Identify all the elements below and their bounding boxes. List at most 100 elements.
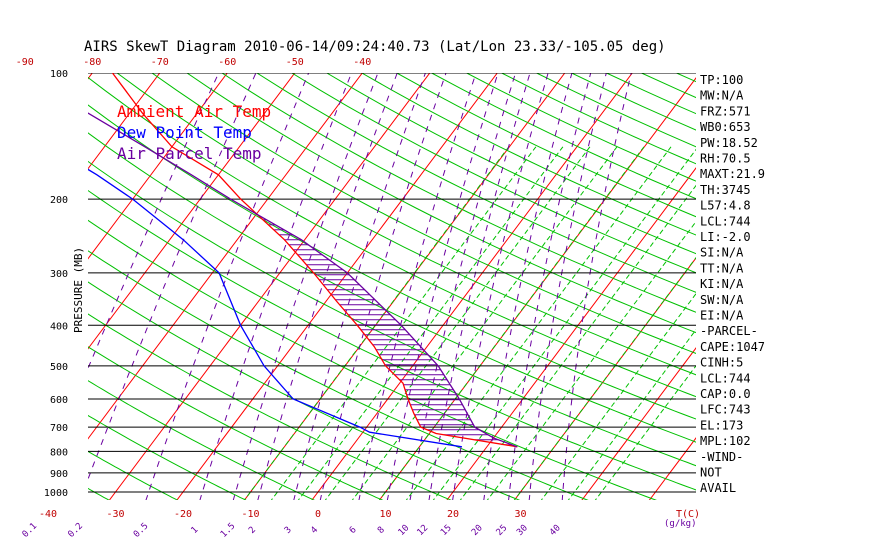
bottom-temp-tick-label: 10 bbox=[379, 509, 391, 520]
mixing-ratio-line bbox=[483, 73, 573, 500]
dry-adiabat-line bbox=[325, 73, 696, 255]
moist-adiabat-line bbox=[351, 146, 618, 500]
stability-index: SW:N/A bbox=[700, 293, 744, 307]
y-axis-label: PRESSURE (MB) bbox=[72, 247, 85, 333]
bottom-temp-tick-label: -10 bbox=[241, 509, 259, 520]
isotherm-line bbox=[446, 167, 696, 500]
moist-adiabat-group bbox=[243, 146, 696, 500]
moist-adiabat-line bbox=[567, 328, 696, 500]
dry-adiabat-line bbox=[116, 73, 696, 376]
mixing-ratio-tick-label: 6 bbox=[348, 525, 359, 536]
bottom-temp-unit: T(C) bbox=[676, 509, 700, 520]
moist-adiabat-line bbox=[297, 146, 564, 500]
moist-adiabat-line bbox=[594, 365, 696, 500]
stability-index: WB0:653 bbox=[700, 120, 751, 134]
isotherm-line bbox=[176, 73, 498, 500]
stability-index: CINH:5 bbox=[700, 356, 743, 370]
moist-adiabat-line bbox=[405, 146, 672, 500]
bottom-temp-tick-label: -40 bbox=[39, 509, 57, 520]
mixing-ratio-tick-label: 0.1 bbox=[21, 521, 40, 540]
stability-index: MAXT:21.9 bbox=[700, 167, 765, 181]
chart-title: AIRS SkewT Diagram 2010-06-14/09:24:40.7… bbox=[84, 39, 666, 55]
moist-adiabat-line bbox=[486, 220, 696, 500]
stability-index: -WIND- bbox=[700, 450, 743, 464]
stability-index: EI:N/A bbox=[700, 309, 744, 323]
top-temp-tick-label: -50 bbox=[286, 57, 304, 68]
mixing-ratio-line bbox=[508, 73, 592, 500]
cape-hatch-group bbox=[257, 214, 512, 446]
isotherm-line bbox=[311, 73, 633, 500]
stability-index: LCL:744 bbox=[700, 371, 751, 385]
moist-adiabat-line bbox=[378, 146, 645, 500]
mixing-ratio-tick-label: 12 bbox=[416, 523, 431, 538]
top-temp-tick-label: -80 bbox=[83, 57, 101, 68]
dry-adiabat-line bbox=[88, 132, 696, 443]
mixing-ratio-tick-label: 2 bbox=[247, 525, 258, 536]
stability-index: KI:N/A bbox=[700, 277, 744, 291]
bottom-temp-tick-label: -20 bbox=[174, 509, 192, 520]
stability-index: LFC:743 bbox=[700, 403, 751, 417]
stability-index: -PARCEL- bbox=[700, 324, 758, 338]
dry-adiabat-line bbox=[88, 380, 315, 500]
mixing-ratio-tick-label: 0.5 bbox=[132, 521, 151, 540]
moist-adiabat-line bbox=[270, 146, 537, 500]
mixing-ratio-tick-label: 1 bbox=[190, 525, 201, 536]
moist-adiabat-line bbox=[324, 146, 591, 500]
stability-index: CAPE:1047 bbox=[700, 340, 765, 354]
isotherm-line bbox=[0, 54, 39, 501]
mixing-ratio-unit: (g/kg) bbox=[664, 519, 697, 529]
dry-adiabat-line bbox=[88, 104, 696, 420]
isotherm-line bbox=[88, 73, 363, 440]
pressure-tick-label: 700 bbox=[50, 423, 68, 434]
mixing-ratio-tick-label: 20 bbox=[470, 523, 485, 538]
isotherm-line bbox=[581, 347, 696, 500]
legend: Ambient Air Temp Dew Point Temp Air Parcel… bbox=[117, 102, 271, 163]
mixing-ratio-line bbox=[561, 73, 632, 500]
isotherm-line bbox=[88, 73, 296, 350]
stability-index: PW:18.52 bbox=[700, 136, 758, 150]
bottom-temp-tick-label: 20 bbox=[447, 509, 459, 520]
mixing-ratio-tick-label: 25 bbox=[495, 523, 510, 538]
isotherm-line bbox=[88, 73, 228, 260]
mixing-ratio-tick-label: 40 bbox=[548, 523, 563, 538]
profile-line-air-parcel-temp bbox=[88, 112, 518, 448]
dry-adiabat-line bbox=[465, 73, 696, 182]
mixing-ratio-tick-label: 15 bbox=[439, 523, 454, 538]
moist-adiabat-line bbox=[513, 256, 696, 500]
pressure-tick-label: 400 bbox=[50, 321, 68, 332]
pressure-tick-label: 800 bbox=[50, 447, 68, 458]
dry-adiabat-line bbox=[290, 73, 696, 274]
top-temp-tick-label: -70 bbox=[151, 57, 169, 68]
mixing-ratio-line bbox=[409, 73, 516, 500]
mixing-ratio-line bbox=[293, 73, 426, 500]
top-temp-tick-label: -40 bbox=[353, 57, 371, 68]
bottom-temp-tick-label: 30 bbox=[514, 509, 526, 520]
moist-adiabat-line bbox=[540, 292, 696, 500]
dry-adiabat-line bbox=[255, 73, 696, 293]
stability-index: L57:4.8 bbox=[700, 199, 751, 213]
dry-adiabat-line bbox=[0, 54, 45, 503]
mixing-ratio-tick-label: 30 bbox=[515, 523, 530, 538]
bottom-temp-tick-label: -30 bbox=[106, 509, 124, 520]
stability-index: EL:173 bbox=[700, 418, 743, 432]
pressure-tick-label: 900 bbox=[50, 469, 68, 480]
mixing-ratio-group bbox=[88, 73, 632, 500]
mixing-ratio-line bbox=[452, 73, 549, 500]
top-temp-tick-group: -120-110-100-90-80-70-60-50-40 bbox=[16, 57, 372, 68]
stability-index: TT:N/A bbox=[700, 261, 744, 275]
stability-index: LI:-2.0 bbox=[700, 230, 751, 244]
mixing-ratio-tick-label: 8 bbox=[376, 525, 387, 536]
legend-entry: Ambient Air Temp bbox=[117, 102, 271, 121]
mixing-ratio-line bbox=[358, 73, 477, 500]
dry-adiabat-line bbox=[500, 73, 696, 165]
moist-adiabat-line bbox=[459, 184, 696, 500]
isotherm-line bbox=[88, 73, 161, 170]
dry-adiabat-line bbox=[186, 73, 696, 334]
mixing-ratio-line bbox=[199, 73, 352, 500]
dry-adiabat-line bbox=[221, 73, 696, 313]
stability-index: NOT bbox=[700, 466, 722, 480]
pressure-tick-label: 200 bbox=[50, 195, 68, 206]
